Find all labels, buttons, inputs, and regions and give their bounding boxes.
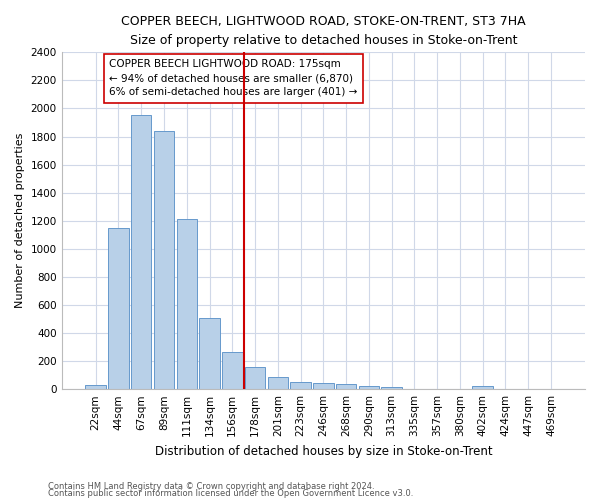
Bar	[472, 386, 493, 389]
Bar	[199, 318, 220, 389]
Bar	[268, 378, 288, 389]
Bar	[108, 228, 129, 389]
Bar	[382, 387, 402, 389]
Bar	[290, 382, 311, 389]
Text: Contains public sector information licensed under the Open Government Licence v3: Contains public sector information licen…	[48, 489, 413, 498]
Title: COPPER BEECH, LIGHTWOOD ROAD, STOKE-ON-TRENT, ST3 7HA
Size of property relative : COPPER BEECH, LIGHTWOOD ROAD, STOKE-ON-T…	[121, 15, 526, 47]
Text: COPPER BEECH LIGHTWOOD ROAD: 175sqm
← 94% of detached houses are smaller (6,870): COPPER BEECH LIGHTWOOD ROAD: 175sqm ← 94…	[109, 60, 358, 98]
X-axis label: Distribution of detached houses by size in Stoke-on-Trent: Distribution of detached houses by size …	[155, 444, 492, 458]
Bar	[336, 384, 356, 389]
Bar	[176, 220, 197, 389]
Bar	[245, 366, 265, 389]
Bar	[154, 131, 174, 389]
Bar	[85, 385, 106, 389]
Text: Contains HM Land Registry data © Crown copyright and database right 2024.: Contains HM Land Registry data © Crown c…	[48, 482, 374, 491]
Bar	[313, 383, 334, 389]
Bar	[222, 352, 242, 389]
Bar	[131, 116, 151, 389]
Y-axis label: Number of detached properties: Number of detached properties	[15, 133, 25, 308]
Bar	[359, 386, 379, 389]
